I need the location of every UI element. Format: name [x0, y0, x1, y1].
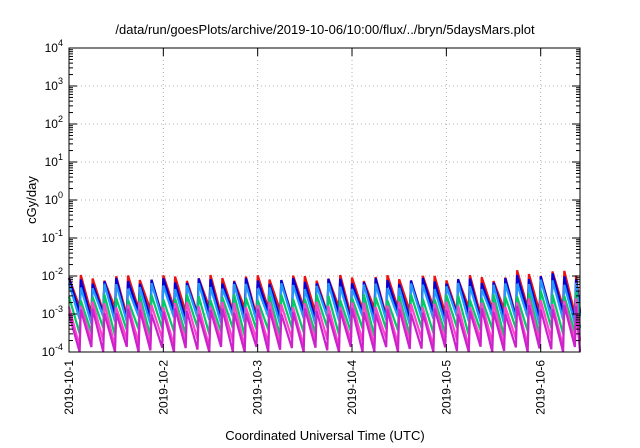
series-line-6 [67, 304, 582, 353]
x-tick-label: 2019-10-6 [534, 360, 548, 415]
y-tick-label: 10-4 [42, 342, 63, 359]
y-tick-label: 103 [45, 76, 63, 93]
x-axis: 2019-10-1 2019-10-2 2019-10-3 2019-10-4 2019… [62, 48, 548, 415]
y-axis-label: cGy/day [24, 176, 39, 224]
series-layer [67, 270, 582, 353]
x-tick-label: 2019-10-2 [156, 360, 170, 415]
y-tick-label: 10-3 [42, 304, 63, 321]
x-tick-label: 2019-10-4 [345, 360, 359, 415]
y-tick-label: 100 [45, 190, 63, 207]
y-tick-label: 10-1 [42, 228, 63, 245]
grid [69, 48, 580, 352]
x-axis-label: Coordinated Universal Time (UTC) [225, 428, 424, 443]
y-tick-label: 102 [45, 114, 63, 131]
x-tick-label: 2019-10-1 [62, 360, 76, 415]
y-tick-label: 104 [45, 38, 63, 55]
x-tick-label: 2019-10-3 [251, 360, 265, 415]
x-tick-label: 2019-10-5 [439, 360, 453, 415]
y-tick-label: 101 [45, 152, 63, 169]
chart-title: /data/run/goesPlots/archive/2019-10-06/1… [115, 22, 535, 37]
y-tick-label: 10-2 [42, 266, 63, 283]
y-axis: 10-4 10-3 10-2 10-1 100 101 102 103 104 [42, 38, 580, 359]
